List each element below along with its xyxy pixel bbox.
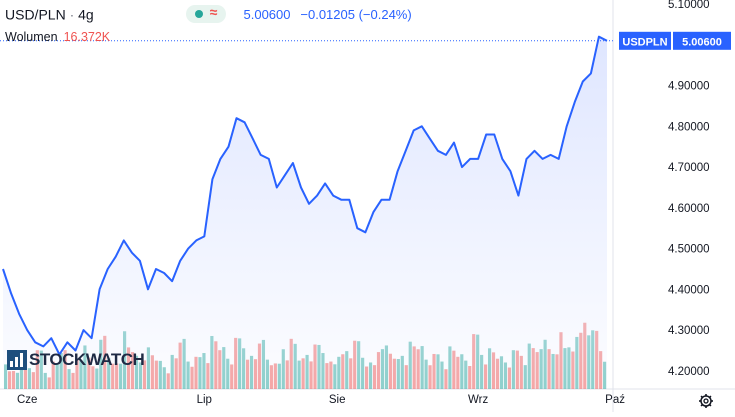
symbol-tag	[619, 31, 671, 50]
y-tick-label: 4.20000	[668, 366, 710, 378]
y-tick-label: 5.10000	[668, 0, 710, 11]
y-tick-label: 4.90000	[668, 81, 710, 93]
y-tick-label: 4.80000	[668, 121, 710, 133]
logo-mark-icon	[7, 350, 27, 370]
last-price: 5.00600	[243, 6, 291, 22]
y-tick-label: 4.30000	[668, 325, 710, 337]
y-tick-label: 4.60000	[668, 203, 710, 215]
market-status-pill[interactable]: ≈	[185, 4, 226, 24]
symbol-tag-label: USDPLN	[622, 36, 667, 48]
price-tag-label: 5.00600	[682, 36, 722, 48]
approx-icon: ≈	[209, 4, 218, 21]
x-tick-label: Paź	[605, 394, 625, 406]
interval-label[interactable]: 4g	[78, 6, 94, 23]
chart-header: USD/PLN · 4g ≈ 5.00600 −0.01205 (−0.24%)	[5, 4, 412, 24]
x-tick-label: Wrz	[468, 394, 488, 406]
price-change: −0.01205 (−0.24%)	[300, 6, 412, 22]
volume-value: 16.372K	[63, 30, 111, 44]
x-tick-label: Lip	[197, 394, 212, 406]
symbol-label[interactable]: USD/PLN	[5, 6, 66, 23]
x-tick-label: Cze	[17, 394, 37, 406]
volume-legend[interactable]: Wolumen 16.372K	[5, 30, 110, 44]
x-tick-label: Sie	[329, 394, 346, 406]
price-tag	[673, 31, 731, 50]
stockwatch-logo: STOCKWATCH	[7, 349, 145, 371]
y-tick-label: 4.50000	[668, 244, 710, 256]
gear-icon[interactable]	[699, 394, 713, 408]
dot-icon	[194, 10, 203, 19]
price-area	[3, 36, 607, 389]
logo-text: STOCKWATCH	[29, 350, 145, 369]
y-tick-label: 4.40000	[668, 284, 710, 296]
y-tick-label: 4.70000	[668, 162, 710, 174]
volume-label: Wolumen	[5, 30, 58, 44]
price-line	[2, 35, 608, 356]
